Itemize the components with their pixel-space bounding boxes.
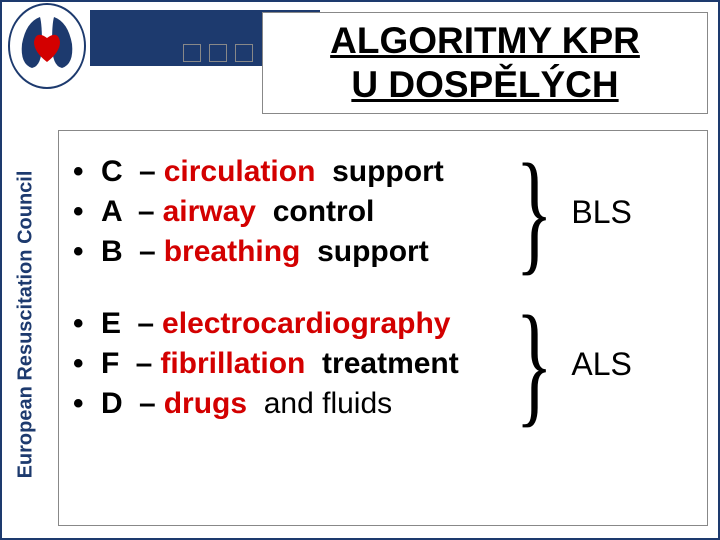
bullet-e: • E –electrocardiography bbox=[73, 307, 503, 341]
bullet-rest: treatment bbox=[322, 347, 459, 380]
brace-icon: } bbox=[515, 157, 552, 266]
bullet-letter: B bbox=[101, 235, 123, 268]
bullet-a: • A –airway control bbox=[73, 195, 503, 229]
title-line-2: U DOSPĚLÝCH bbox=[351, 63, 618, 107]
brace-als: } bbox=[503, 312, 565, 416]
content-box: • C –circulation support • A –airway con… bbox=[58, 130, 708, 526]
bullet-rest: and fluids bbox=[264, 387, 392, 420]
group-als: • E –electrocardiography • F –fibrillati… bbox=[73, 301, 693, 427]
dot-icon bbox=[183, 44, 201, 62]
bullet-red: circulation bbox=[164, 155, 316, 188]
title-box: ALGORITMY KPR U DOSPĚLÝCH bbox=[262, 12, 708, 114]
bullet-rest: control bbox=[273, 195, 375, 228]
bullet-f: • F –fibrillation treatment bbox=[73, 347, 503, 381]
bullet-red: airway bbox=[163, 195, 256, 228]
label-bls: BLS bbox=[565, 194, 685, 231]
label-als: ALS bbox=[565, 346, 685, 383]
group-bls: • C –circulation support • A –airway con… bbox=[73, 149, 693, 275]
erc-heart-lungs-icon bbox=[6, 2, 88, 90]
bullet-c: • C –circulation support bbox=[73, 155, 503, 189]
decorative-dots bbox=[183, 44, 253, 62]
bullet-letter: E bbox=[101, 307, 121, 340]
bullet-d: • D –drugs and fluids bbox=[73, 387, 503, 421]
dot-icon bbox=[235, 44, 253, 62]
bullet-rest: support bbox=[317, 235, 429, 268]
side-label-wrap: European Resuscitation Council bbox=[4, 124, 48, 524]
brace-bls: } bbox=[503, 160, 565, 264]
bullet-b: • B –breathing support bbox=[73, 235, 503, 269]
bullet-dot-icon: • bbox=[73, 307, 101, 341]
bullet-rest: support bbox=[332, 155, 444, 188]
bullets-als: • E –electrocardiography • F –fibrillati… bbox=[73, 301, 503, 427]
bullet-letter: A bbox=[101, 195, 122, 228]
title-line-1: ALGORITMY KPR bbox=[330, 19, 640, 63]
bullets-bls: • C –circulation support • A –airway con… bbox=[73, 149, 503, 275]
bullet-letter: D bbox=[101, 387, 123, 420]
bullet-letter: C bbox=[101, 155, 123, 188]
bullet-letter: F bbox=[101, 347, 119, 380]
bullet-dot-icon: • bbox=[73, 387, 101, 421]
bullet-dot-icon: • bbox=[73, 347, 101, 381]
dot-icon bbox=[209, 44, 227, 62]
bullet-dot-icon: • bbox=[73, 235, 101, 269]
erc-logo bbox=[6, 2, 88, 90]
bullet-red: electrocardiography bbox=[162, 307, 450, 340]
bullet-red: fibrillation bbox=[160, 347, 305, 380]
bullet-red: breathing bbox=[164, 235, 301, 268]
bullet-dot-icon: • bbox=[73, 155, 101, 189]
side-label: European Resuscitation Council bbox=[15, 170, 38, 478]
bullet-red: drugs bbox=[164, 387, 247, 420]
brace-icon: } bbox=[515, 309, 552, 418]
bullet-dot-icon: • bbox=[73, 195, 101, 229]
